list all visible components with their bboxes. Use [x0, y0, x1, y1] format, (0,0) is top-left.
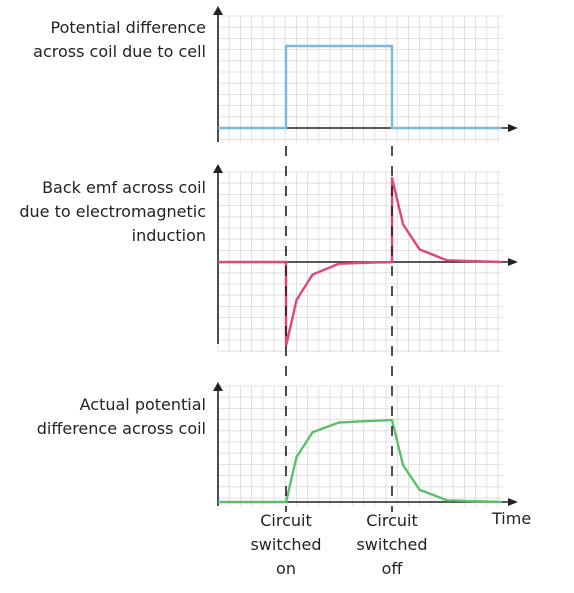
event-label-switched-off-line-2: switched: [356, 535, 428, 554]
panel-1-ylabel-line-2: across coil due to cell: [33, 42, 206, 61]
panel-1-ylabel-line-1: Potential difference: [50, 18, 207, 37]
y-axis-arrow: [213, 382, 223, 391]
x-axis-label: Time: [492, 509, 532, 528]
panel-2-ylabel-line-2: due to electromagnetic: [19, 202, 206, 221]
panel-2-ylabel: Back emf across coil due to electromagne…: [19, 176, 206, 248]
event-label-switched-on-line-3: on: [276, 559, 296, 578]
x-axis-arrow: [508, 124, 518, 132]
event-label-switched-on-line-2: switched: [250, 535, 322, 554]
series-line-panel-2: [218, 176, 503, 348]
x-axis-arrow: [508, 258, 518, 266]
series-line-panel-1: [218, 44, 502, 130]
y-axis-arrow: [213, 164, 223, 173]
event-label-switched-off: Circuit switched off: [342, 509, 442, 581]
event-label-switched-on-line-1: Circuit: [260, 511, 312, 530]
panel-3-ylabel-line-1: Actual potential: [79, 395, 206, 414]
panel-3-ylabel-line-2: difference across coil: [36, 419, 206, 438]
x-axis-arrow: [508, 498, 518, 506]
panel-2-ylabel-line-1: Back emf across coil: [42, 178, 206, 197]
event-label-switched-on: Circuit switched on: [236, 509, 336, 581]
y-axis-arrow: [213, 6, 223, 15]
panel-2-ylabel-line-3: induction: [131, 226, 206, 245]
panel-3-ylabel: Actual potential difference across coil: [37, 393, 206, 441]
event-label-switched-off-line-3: off: [381, 559, 403, 578]
event-label-switched-off-line-1: Circuit: [366, 511, 418, 530]
panel-1-ylabel: Potential difference across coil due to …: [33, 16, 206, 64]
series-line-panel-3: [218, 418, 503, 504]
